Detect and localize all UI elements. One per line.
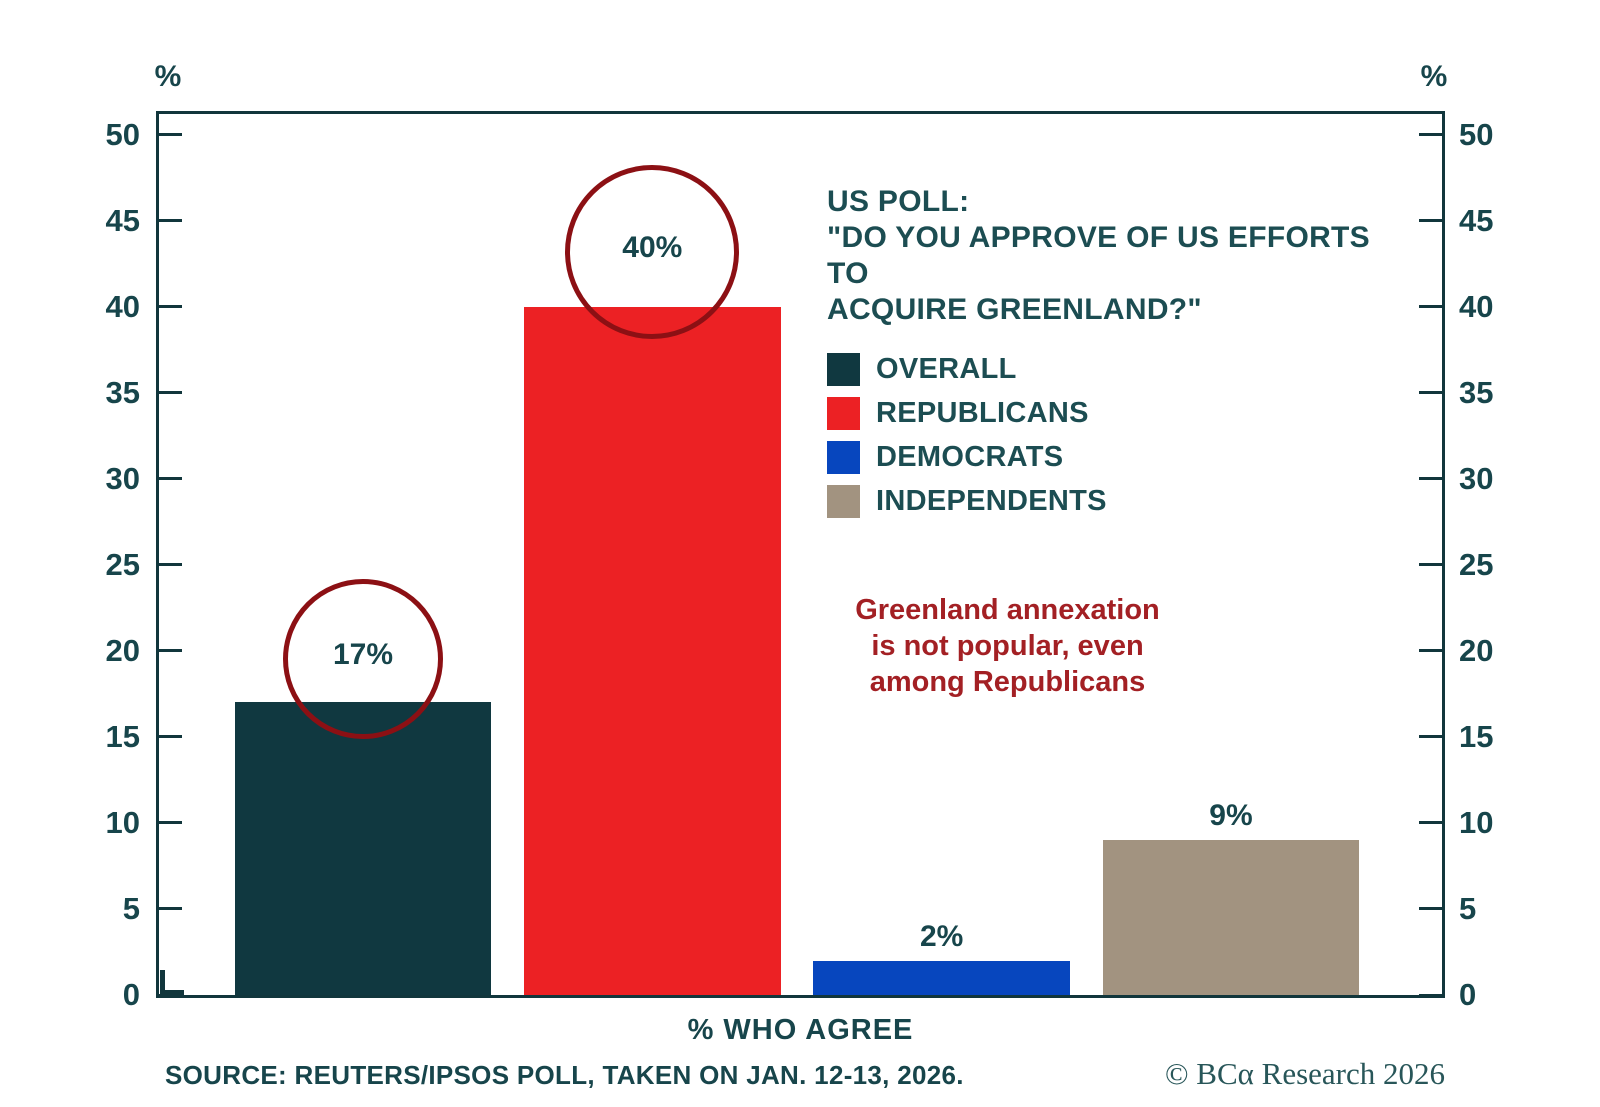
y-tick-label-right-40: 40: [1459, 288, 1494, 324]
annotation-text: Greenland annexation is not popular, eve…: [820, 592, 1195, 700]
y-tick-label-right-30: 30: [1459, 460, 1494, 496]
bar-overall: [234, 702, 492, 995]
value-label-republicans: 40%: [622, 230, 683, 264]
y-tick-label-right-20: 20: [1459, 632, 1494, 668]
annotation-line-2: is not popular, even: [871, 630, 1144, 662]
legend-label-independents: INDEPENDENTS: [876, 485, 1107, 517]
legend-label-democrats: DEMOCRATS: [876, 441, 1064, 473]
y-tick-label-right-35: 35: [1459, 374, 1494, 410]
y-tick-label-left-15: 15: [105, 718, 140, 754]
plot-area: 17% 40% 2% 9%: [156, 111, 1445, 998]
y-tick-right-0: [1419, 993, 1442, 997]
y-tick-label-right-50: 50: [1459, 116, 1494, 152]
annotation-line-3: among Republicans: [869, 666, 1146, 698]
y-tick-label-right-45: 45: [1459, 202, 1494, 238]
legend-label-overall: OVERALL: [876, 353, 1017, 385]
legend: US POLL: "DO YOU APPROVE OF US EFFORTS T…: [827, 184, 1397, 529]
legend-title-line-2: "DO YOU APPROVE OF US EFFORTS TO: [827, 221, 1370, 290]
legend-title-line-1: US POLL:: [827, 185, 970, 218]
y-tick-right-10: [1419, 821, 1442, 825]
legend-swatch-democrats: [827, 441, 860, 474]
legend-swatch-republicans: [827, 397, 860, 430]
y-tick-right-30: [1419, 477, 1442, 481]
origin-corner-mark: [160, 970, 184, 995]
annotation-line-1: Greenland annexation: [855, 594, 1160, 626]
y-tick-right-15: [1419, 735, 1442, 739]
legend-items: OVERALL REPUBLICANS DEMOCRATS INDEPENDENTS: [827, 353, 1397, 518]
y-tick-label-left-5: 5: [122, 890, 140, 926]
y-tick-left-5: [159, 907, 182, 911]
y-tick-right-5: [1419, 907, 1442, 911]
y-tick-right-50: [1419, 133, 1442, 137]
y-tick-label-left-35: 35: [105, 374, 140, 410]
left-axis-unit-label: %: [154, 60, 182, 93]
legend-title-line-3: ACQUIRE GREENLAND?": [827, 293, 1202, 326]
legend-item-independents: INDEPENDENTS: [827, 485, 1397, 518]
legend-swatch-independents: [827, 485, 860, 518]
legend-swatch-overall: [827, 353, 860, 386]
source-note: SOURCE: REUTERS/IPSOS POLL, TAKEN ON JAN…: [165, 1060, 964, 1090]
highlight-circle-overall: [282, 579, 443, 740]
value-label-independents: 9%: [1209, 799, 1253, 833]
y-tick-right-35: [1419, 391, 1442, 395]
y-tick-right-40: [1419, 305, 1442, 309]
y-tick-left-20: [159, 649, 182, 653]
y-tick-left-30: [159, 477, 182, 481]
y-tick-label-left-25: 25: [105, 546, 140, 582]
value-label-overall: 17%: [332, 638, 394, 672]
y-tick-label-right-25: 25: [1459, 546, 1494, 582]
y-tick-label-right-10: 10: [1459, 804, 1494, 840]
y-tick-right-20: [1419, 649, 1442, 653]
y-tick-left-50: [159, 133, 182, 137]
y-tick-label-left-0: 0: [122, 977, 140, 1012]
y-tick-left-15: [159, 735, 182, 739]
bar-democrats: [813, 960, 1070, 995]
legend-item-democrats: DEMOCRATS: [827, 441, 1397, 474]
y-tick-right-25: [1419, 563, 1442, 567]
y-tick-left-45: [159, 219, 182, 223]
legend-item-overall: OVERALL: [827, 353, 1397, 386]
x-axis-label: % WHO AGREE: [687, 1014, 914, 1046]
y-axis-labels-left: 0 5 10 15 20 25 30 35 40 45 50: [60, 114, 140, 1012]
value-label-democrats: 2%: [919, 919, 964, 953]
legend-label-republicans: REPUBLICANS: [876, 397, 1089, 429]
y-tick-label-right-0: 0: [1459, 977, 1477, 1012]
bar-independents: [1102, 840, 1360, 995]
y-tick-label-right-5: 5: [1459, 890, 1477, 926]
right-axis-unit-label: %: [1420, 60, 1448, 93]
copyright: © BCα Research 2026: [1165, 1056, 1445, 1091]
y-tick-label-left-45: 45: [105, 202, 140, 238]
y-tick-left-10: [159, 821, 182, 825]
y-tick-label-left-40: 40: [105, 288, 140, 324]
legend-item-republicans: REPUBLICANS: [827, 397, 1397, 430]
bar-republicans: [524, 306, 781, 995]
y-tick-label-left-50: 50: [105, 116, 140, 152]
y-axis-labels-right: 0 5 10 15 20 25 30 35 40 45 50: [1459, 114, 1549, 1012]
y-tick-left-40: [159, 305, 182, 309]
y-tick-label-left-30: 30: [105, 460, 140, 496]
highlight-circle-republicans: [565, 164, 740, 339]
y-tick-label-left-10: 10: [105, 804, 140, 840]
legend-title: US POLL: "DO YOU APPROVE OF US EFFORTS T…: [827, 184, 1397, 328]
y-tick-left-25: [159, 563, 182, 567]
y-tick-left-35: [159, 391, 182, 395]
y-tick-left-0: [159, 993, 182, 997]
y-tick-label-right-15: 15: [1459, 718, 1494, 754]
y-tick-label-left-20: 20: [105, 632, 140, 668]
y-tick-right-45: [1419, 219, 1442, 223]
